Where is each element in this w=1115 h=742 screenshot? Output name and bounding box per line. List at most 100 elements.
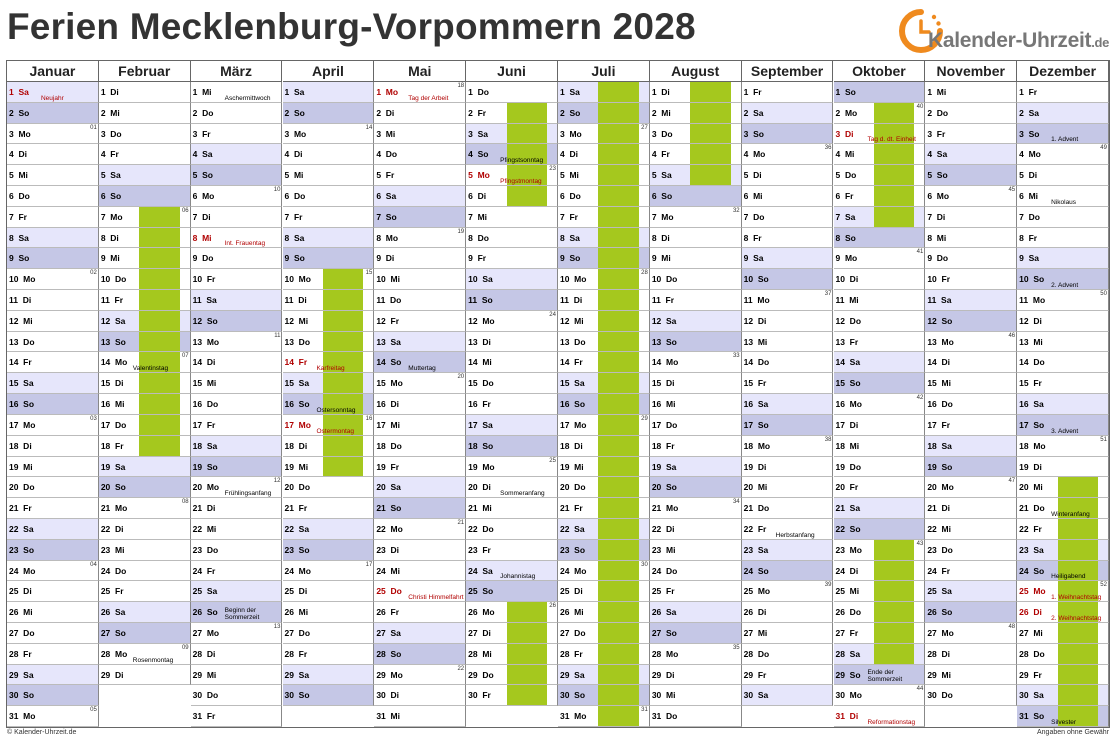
- day-cell[interactable]: 17 Mo 29: [558, 414, 650, 436]
- day-cell[interactable]: 18 So: [466, 435, 558, 457]
- day-cell[interactable]: 29 Mo 22: [374, 664, 467, 686]
- day-cell[interactable]: 2 Fr: [466, 102, 558, 124]
- day-cell[interactable]: 22 Sa: [7, 518, 99, 540]
- day-cell[interactable]: 2 So: [558, 102, 650, 124]
- day-cell[interactable]: 2 So: [7, 102, 99, 124]
- day-cell[interactable]: 13 Mi: [741, 331, 834, 353]
- day-cell[interactable]: 12 So: [925, 310, 1018, 332]
- day-cell[interactable]: 11 Di: [282, 290, 375, 311]
- day-cell[interactable]: 16 Mi: [649, 394, 742, 415]
- day-cell[interactable]: 26 Do: [833, 602, 926, 623]
- day-cell[interactable]: 3 Mo 27: [558, 123, 650, 145]
- day-cell[interactable]: 26 So Beginn der Sommerzeit: [190, 602, 283, 623]
- day-cell[interactable]: 26 Sa: [98, 602, 191, 623]
- day-cell[interactable]: 25 So: [466, 581, 558, 603]
- day-cell[interactable]: 26 So: [925, 602, 1018, 623]
- day-cell[interactable]: 19 Mi: [558, 456, 650, 478]
- day-cell[interactable]: 16 So Ostersonntag: [282, 394, 375, 415]
- day-cell[interactable]: 4 Sa: [925, 144, 1018, 166]
- day-cell[interactable]: 16 Fr: [466, 394, 558, 415]
- day-cell[interactable]: 11 Mo 37: [741, 290, 834, 311]
- day-cell[interactable]: 29 Do: [466, 664, 558, 686]
- day-cell[interactable]: 21 Do: [741, 498, 834, 519]
- day-cell[interactable]: 11 Mo 50: [1017, 290, 1109, 311]
- day-cell[interactable]: 16 Mo 42: [833, 394, 926, 415]
- day-cell[interactable]: 5 So: [925, 165, 1018, 187]
- day-cell[interactable]: 12 Sa: [649, 310, 742, 332]
- day-cell[interactable]: 18 Fr: [649, 435, 742, 457]
- day-cell[interactable]: 6 Mo 45: [925, 186, 1018, 207]
- day-cell[interactable]: 9 Mi: [98, 248, 191, 270]
- day-cell[interactable]: 6 Mi: [741, 186, 834, 207]
- day-cell[interactable]: 5 Fr: [374, 165, 467, 187]
- day-cell[interactable]: 18 Mo 38: [741, 435, 834, 457]
- day-cell[interactable]: 4 Di: [558, 144, 650, 166]
- day-cell[interactable]: 2 Do: [925, 102, 1018, 124]
- day-cell[interactable]: 15 Fr: [1017, 373, 1109, 395]
- day-cell[interactable]: 27 So: [649, 622, 742, 644]
- day-cell[interactable]: 28 Do: [741, 643, 834, 665]
- day-cell[interactable]: 4 Mo 49: [1017, 144, 1109, 166]
- day-cell[interactable]: 26 Mi: [7, 602, 99, 623]
- day-cell[interactable]: 9 Mi: [649, 248, 742, 270]
- day-cell[interactable]: 16 Do: [925, 394, 1018, 415]
- day-cell[interactable]: 23 Mo 43: [833, 539, 926, 561]
- day-cell[interactable]: 10 Fr: [925, 269, 1018, 291]
- day-cell[interactable]: 9 Fr: [466, 248, 558, 270]
- day-cell[interactable]: 22 Di: [98, 518, 191, 540]
- day-cell[interactable]: 15 Sa: [282, 373, 375, 395]
- day-cell[interactable]: 18 Di: [282, 435, 375, 457]
- day-cell[interactable]: 8 Fr: [1017, 227, 1109, 249]
- day-cell[interactable]: 14 Di: [925, 352, 1018, 374]
- day-cell[interactable]: 2 Mi: [98, 102, 191, 124]
- day-cell[interactable]: 1 Mi: [925, 82, 1018, 103]
- day-cell[interactable]: 16 Mi: [98, 394, 191, 415]
- day-cell[interactable]: 23 So: [7, 539, 99, 561]
- day-cell[interactable]: 27 Mo 48: [925, 622, 1018, 644]
- day-cell[interactable]: 6 Mo 10: [190, 186, 283, 207]
- day-cell[interactable]: 19 Mi: [7, 456, 99, 478]
- day-cell[interactable]: 26 Mo 26: [466, 602, 558, 623]
- day-cell[interactable]: 9 So: [282, 248, 375, 270]
- day-cell[interactable]: 8 Do: [466, 227, 558, 249]
- day-cell[interactable]: 25 Di: [7, 581, 99, 603]
- day-cell[interactable]: 7 Mi: [466, 206, 558, 228]
- day-cell[interactable]: 22 Fr: [1017, 518, 1109, 540]
- day-cell[interactable]: 27 Do: [558, 622, 650, 644]
- day-cell[interactable]: 15 Mo 20: [374, 373, 467, 395]
- day-cell[interactable]: 29 So Ende der Sommerzeit: [833, 664, 926, 686]
- day-cell[interactable]: 24 Do: [98, 560, 191, 582]
- day-cell[interactable]: 1 So: [833, 82, 926, 103]
- day-cell[interactable]: 24 Di: [833, 560, 926, 582]
- day-cell[interactable]: 20 So: [98, 477, 191, 499]
- day-cell[interactable]: 21 Mo 34: [649, 498, 742, 519]
- day-cell[interactable]: 14 Mo Valentinstag 07: [98, 352, 191, 374]
- day-cell[interactable]: 10 Do: [98, 269, 191, 291]
- day-cell[interactable]: 5 Sa: [649, 165, 742, 187]
- day-cell[interactable]: 13 Di: [466, 331, 558, 353]
- day-cell[interactable]: 31 So Silvester: [1017, 706, 1109, 727]
- day-cell[interactable]: 27 Sa: [374, 622, 467, 644]
- day-cell[interactable]: 25 Mo 39: [741, 581, 834, 603]
- day-cell[interactable]: 29 Mi: [925, 664, 1018, 686]
- day-cell[interactable]: 17 Sa: [466, 414, 558, 436]
- day-cell[interactable]: 12 Sa: [98, 310, 191, 332]
- day-cell[interactable]: 17 Mi: [374, 414, 467, 436]
- day-cell[interactable]: 25 Di: [558, 581, 650, 603]
- day-cell[interactable]: 15 So: [833, 373, 926, 395]
- day-cell[interactable]: 23 So: [558, 539, 650, 561]
- day-cell[interactable]: 28 Fr: [558, 643, 650, 665]
- day-cell[interactable]: 4 Fr: [649, 144, 742, 166]
- day-cell[interactable]: 15 Sa: [558, 373, 650, 395]
- day-cell[interactable]: 14 So Muttertag: [374, 352, 467, 374]
- day-cell[interactable]: 20 Mi: [741, 477, 834, 499]
- day-cell[interactable]: 5 Di: [1017, 165, 1109, 187]
- day-cell[interactable]: 21 Mi: [466, 498, 558, 519]
- day-cell[interactable]: 1 Sa: [558, 82, 650, 103]
- day-cell[interactable]: 7 Fr: [558, 206, 650, 228]
- day-cell[interactable]: 3 Fr: [925, 123, 1018, 145]
- day-cell[interactable]: 17 Fr: [925, 414, 1018, 436]
- day-cell[interactable]: 4 Mo 36: [741, 144, 834, 166]
- day-cell[interactable]: 13 So: [649, 331, 742, 353]
- day-cell[interactable]: 22 Fr Herbstanfang: [741, 518, 834, 540]
